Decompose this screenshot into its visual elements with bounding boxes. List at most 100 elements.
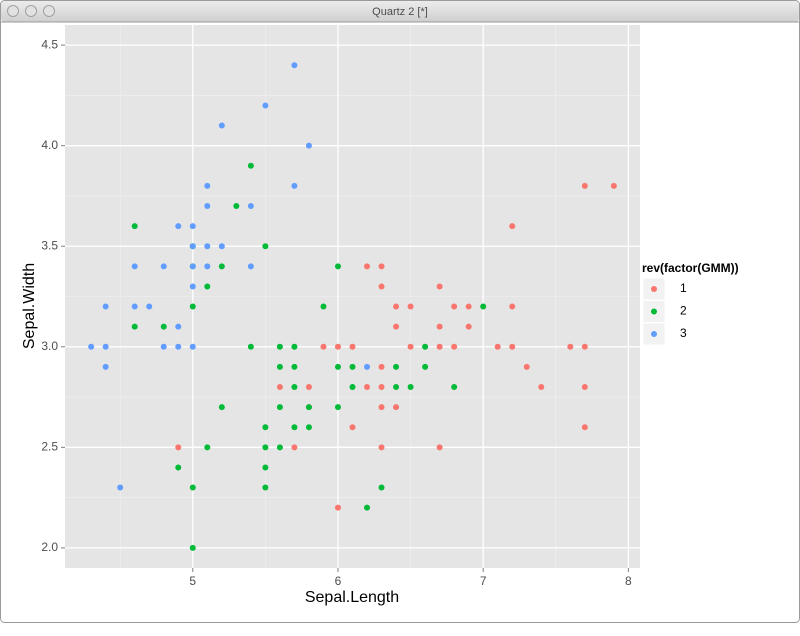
point (465, 303, 472, 310)
point (218, 122, 225, 129)
point (509, 343, 516, 350)
x-tick-label: 6 (335, 574, 342, 588)
point (175, 343, 182, 350)
point (175, 464, 182, 471)
point (146, 303, 153, 310)
point (218, 243, 225, 250)
point (102, 363, 109, 370)
point (436, 343, 443, 350)
point (610, 182, 617, 189)
y-tick-label: 2.0 (41, 540, 58, 554)
point (291, 384, 298, 390)
point (204, 243, 211, 250)
point (436, 444, 443, 451)
point (334, 263, 341, 270)
point (131, 223, 138, 230)
point (247, 263, 254, 270)
point (407, 343, 414, 350)
x-tick-label: 5 (189, 574, 196, 588)
point (349, 384, 356, 390)
point (189, 223, 196, 230)
point (320, 343, 327, 350)
point (247, 162, 254, 169)
point (291, 343, 298, 350)
point (189, 343, 196, 350)
point (204, 203, 211, 209)
y-tick-label: 3.5 (41, 238, 58, 252)
point (422, 343, 429, 350)
legend-marker (651, 308, 657, 315)
point (189, 484, 196, 491)
point (291, 444, 298, 451)
point (581, 424, 588, 431)
point (465, 323, 472, 330)
point (334, 363, 341, 370)
point (204, 444, 211, 451)
legend-label: 1 (680, 281, 687, 295)
point (393, 363, 400, 370)
point (393, 303, 400, 310)
point (262, 243, 269, 250)
point (436, 323, 443, 330)
point (349, 363, 356, 370)
point (364, 384, 371, 390)
legend-title: rev(factor(GMM)) (642, 261, 739, 275)
point (262, 102, 269, 109)
point (247, 203, 254, 209)
point (334, 404, 341, 411)
point (88, 343, 95, 350)
x-tick-label: 7 (480, 574, 487, 588)
point (189, 243, 196, 250)
point (523, 363, 530, 370)
point (117, 484, 124, 491)
point (581, 343, 588, 350)
point (581, 182, 588, 189)
point (451, 343, 458, 350)
point (509, 223, 516, 230)
point (378, 384, 385, 390)
point (349, 424, 356, 431)
point (160, 263, 167, 270)
point (378, 363, 385, 370)
point (262, 464, 269, 471)
point (451, 303, 458, 310)
point (378, 404, 385, 411)
point (276, 444, 283, 451)
point (334, 504, 341, 511)
point (262, 424, 269, 431)
point (334, 343, 341, 350)
point (189, 303, 196, 310)
point (247, 343, 254, 350)
point (276, 363, 283, 370)
point (436, 283, 443, 290)
point (276, 343, 283, 350)
point (364, 263, 371, 270)
window-title: Quartz 2 [*] (372, 6, 428, 18)
point (131, 263, 138, 270)
point (160, 343, 167, 350)
point (276, 404, 283, 411)
close-button[interactable] (7, 5, 19, 17)
legend-label: 3 (680, 326, 687, 340)
legend-label: 2 (680, 304, 687, 318)
point (291, 62, 298, 69)
point (581, 384, 588, 390)
zoom-button[interactable] (43, 5, 55, 17)
point (189, 544, 196, 551)
title-bar (1, 1, 799, 22)
point (218, 404, 225, 411)
minimize-button[interactable] (25, 5, 37, 17)
point (393, 404, 400, 411)
point (204, 283, 211, 290)
point (276, 384, 283, 390)
point (494, 343, 501, 350)
point (407, 303, 414, 310)
point (305, 424, 312, 431)
point (189, 263, 196, 270)
point (538, 384, 545, 390)
point (393, 323, 400, 330)
point (378, 484, 385, 491)
y-tick-label: 3.0 (41, 339, 58, 353)
point (320, 303, 327, 310)
